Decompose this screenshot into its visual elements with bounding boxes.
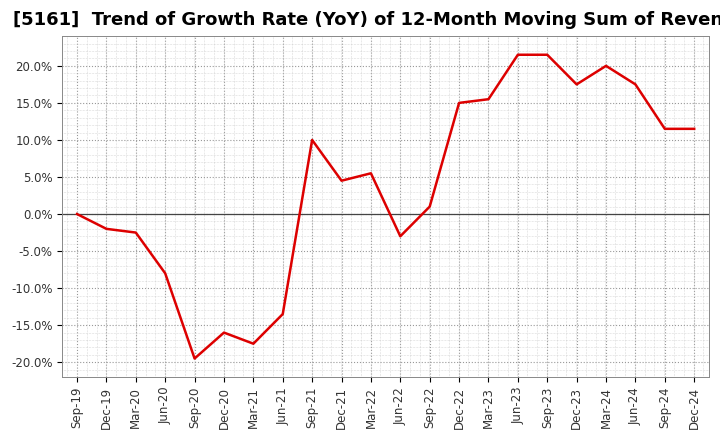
Title: [5161]  Trend of Growth Rate (YoY) of 12-Month Moving Sum of Revenues: [5161] Trend of Growth Rate (YoY) of 12-… — [13, 11, 720, 29]
